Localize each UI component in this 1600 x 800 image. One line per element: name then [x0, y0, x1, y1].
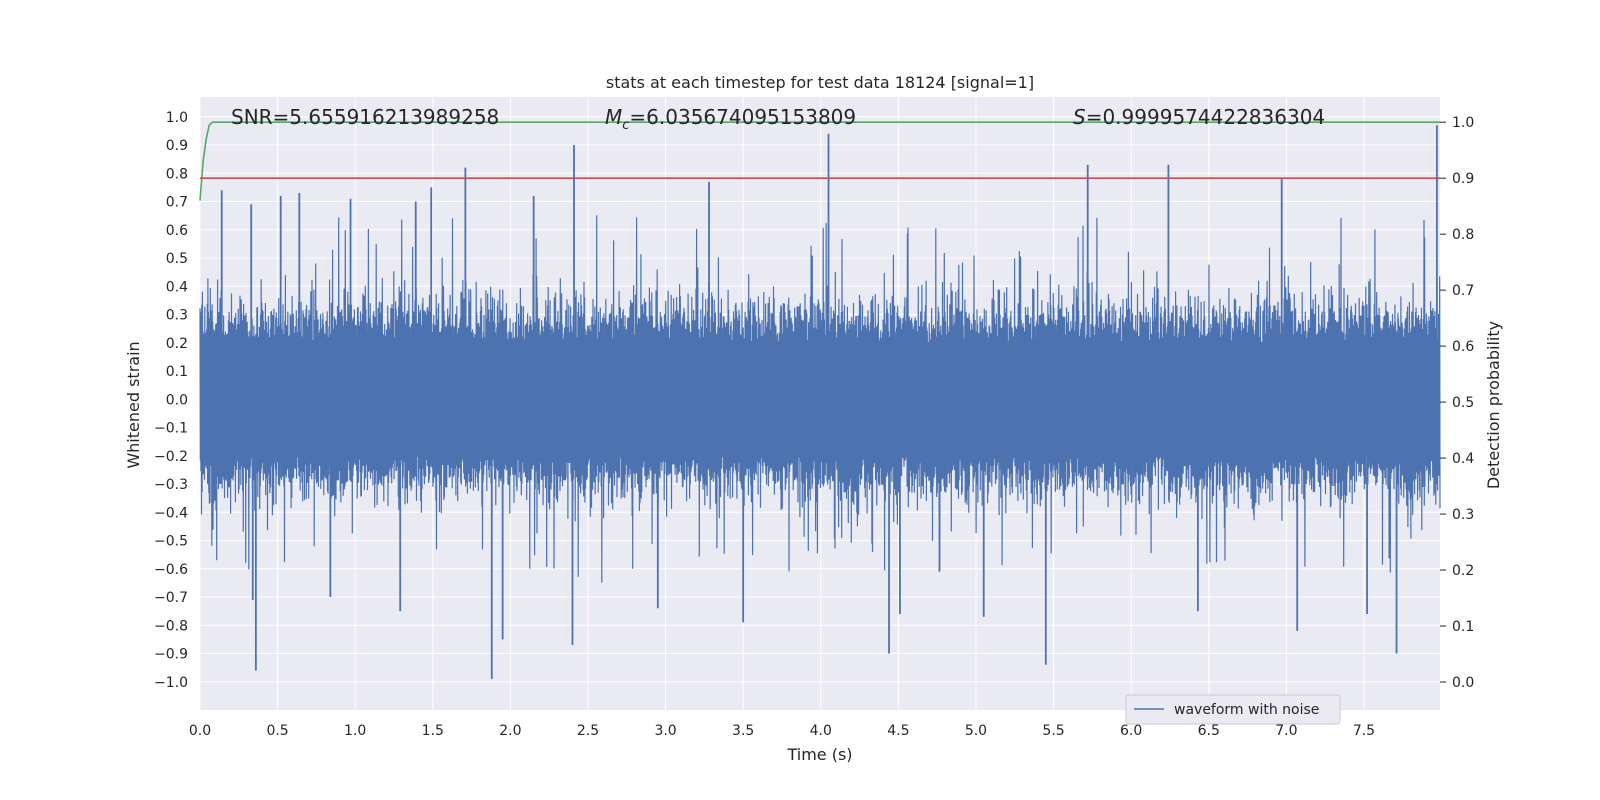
y-right-tick-label: 0.2: [1452, 563, 1474, 579]
y-left-tick-label: −0.1: [154, 421, 188, 437]
y-left-tick-label: −0.8: [154, 618, 188, 634]
series-line-detection-probability: [199, 121, 1440, 201]
x-tick-label: 7.5: [1353, 723, 1375, 739]
x-tick-label: 3.0: [654, 723, 676, 739]
y-right-tick-label: 0.6: [1452, 339, 1474, 355]
chart-title: stats at each timestep for test data 181…: [606, 73, 1034, 92]
x-tick-label: 4.5: [887, 723, 909, 739]
y-left-tick-label: 0.4: [166, 279, 188, 295]
waveform-peaks: [220, 125, 1438, 679]
y-right-tick-label: 0.9: [1452, 171, 1474, 187]
y-right-tick-label: 0.3: [1452, 507, 1474, 523]
x-tick-label: 6.5: [1198, 723, 1220, 739]
y-left-tick-label: −0.5: [154, 534, 188, 550]
x-tick-label: 3.5: [732, 723, 754, 739]
y-left-tick-label: 0.2: [166, 336, 188, 352]
annotation-detection-stat-value: =0.9999574422836304: [1086, 105, 1325, 129]
annotation-chirp-mass-value: =6.035674095153809: [629, 105, 856, 129]
y-left-tick-label: 0.6: [166, 223, 188, 239]
x-tick-label: 5.0: [965, 723, 987, 739]
y-right-tick-label: 0.4: [1452, 451, 1474, 467]
annotation-chirp-mass: Mc=6.035674095153809: [605, 105, 856, 133]
y-right-axis-label: Detection probability: [1484, 321, 1503, 489]
y-left-tick-label: −0.3: [154, 477, 188, 493]
y-left-axis-ticks: 1.0 0.9 0.8 0.7 0.6 0.5 0.4 0.3 0.2 0.1 0.0 −0.1 −0.…: [154, 110, 188, 691]
y-left-tick-label: −1.0: [154, 675, 188, 691]
x-tick-label: 6.0: [1120, 723, 1142, 739]
annotation-chirp-mass-symbol: M: [605, 105, 622, 129]
series-line-waveform-with-noise: [199, 215, 1441, 583]
legend-label-waveform-with-noise: waveform with noise: [1174, 702, 1319, 718]
y-left-tick-label: 0.7: [166, 195, 188, 211]
x-tick-label: 1.0: [344, 723, 366, 739]
y-right-tick-label: 0.5: [1452, 395, 1474, 411]
x-tick-label: 2.0: [499, 723, 521, 739]
annotation-snr: SNR=5.655916213989258: [231, 105, 499, 129]
x-tick-label: 0.0: [189, 723, 211, 739]
y-left-tick-label: −0.7: [154, 590, 188, 606]
y-right-tick-label: 0.7: [1452, 283, 1474, 299]
y-left-tick-label: −0.2: [154, 449, 188, 465]
y-left-tick-label: −0.4: [154, 505, 188, 521]
y-left-tick-label: 0.9: [166, 138, 188, 154]
y-left-tick-label: −0.6: [154, 562, 188, 578]
y-right-tick-label: 1.0: [1452, 115, 1474, 131]
y-left-tick-label: 0.5: [166, 251, 188, 267]
x-tick-label: 2.5: [577, 723, 599, 739]
y-left-tick-label: 0.8: [166, 166, 188, 182]
x-axis-label: Time (s): [786, 745, 852, 764]
x-tick-label: 5.5: [1042, 723, 1064, 739]
y-left-tick-label: −0.9: [154, 647, 188, 663]
x-tick-label: 1.5: [422, 723, 444, 739]
x-tick-label: 4.0: [810, 723, 832, 739]
annotation-detection-stat: S=0.9999574422836304: [1073, 105, 1325, 129]
y-left-tick-label: 1.0: [166, 110, 188, 126]
y-right-tick-label: 0.1: [1452, 619, 1474, 635]
legend-box: [1125, 694, 1341, 725]
y-right-tick-label: 0.0: [1452, 675, 1474, 691]
x-tick-label: 0.5: [266, 723, 288, 739]
y-right-tick-label: 0.8: [1452, 227, 1474, 243]
y-left-tick-label: 0.3: [166, 308, 188, 324]
legend: waveform with noise: [1125, 694, 1341, 725]
annotation-chirp-mass-subscript: c: [622, 118, 629, 133]
y-left-tick-label: 0.1: [166, 364, 188, 380]
annotation-detection-stat-symbol: S: [1073, 105, 1086, 129]
x-tick-label: 7.0: [1275, 723, 1297, 739]
y-left-tick-label: 0.0: [166, 392, 188, 408]
x-axis-ticks: 0.0 0.5 1.0 1.5 2.0 2.5 3.0 3.5 4.0 4.5 5.0 5.5 6.0 6…: [189, 723, 1375, 739]
y-left-axis-label: Whitened strain: [124, 341, 143, 468]
y-right-axis-ticks: 1.0 0.9 0.8 0.7 0.6 0.5 0.4 0.3 0.2 0.1 0.0: [1440, 115, 1474, 691]
